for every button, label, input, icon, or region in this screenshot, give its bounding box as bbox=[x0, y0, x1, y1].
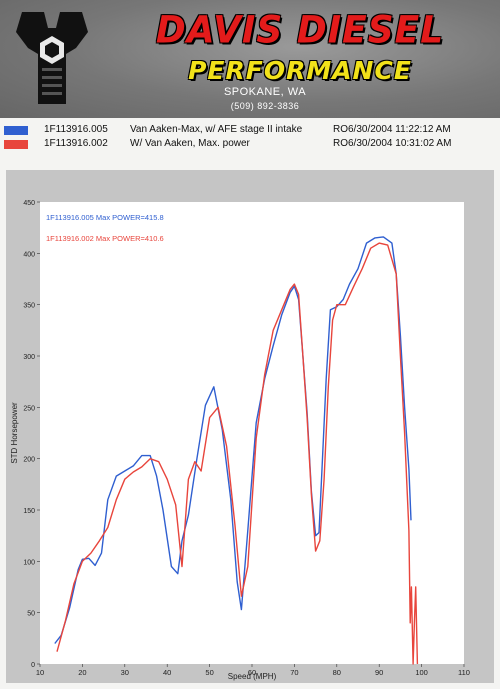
run-id: 1F113916.002 bbox=[44, 138, 108, 149]
x-tick-label: 10 bbox=[36, 668, 44, 677]
plot-area bbox=[40, 202, 464, 664]
y-tick-label: 400 bbox=[23, 251, 35, 258]
run-row: 1F113916.005 Van Aaken-Max, w/ AFE stage… bbox=[0, 124, 500, 138]
run-description: Van Aaken-Max, w/ AFE stage II intake bbox=[130, 124, 303, 135]
letterhead: DAVIS DIESEL PERFORMANCE SPOKANE, WA (50… bbox=[0, 0, 500, 118]
y-tick-label: 350 bbox=[23, 303, 35, 310]
max-power-annotation: 1F113916.005 Max POWER=415.8 bbox=[46, 213, 164, 222]
run-color-swatch bbox=[4, 126, 28, 135]
x-tick-label: 50 bbox=[205, 668, 213, 677]
y-tick-label: 100 bbox=[23, 559, 35, 566]
y-tick-label: 200 bbox=[23, 457, 35, 464]
chart-panel: 0 50 100 150 200 250 300 350 400 450 10 20 30 40 50 60… bbox=[6, 170, 494, 683]
run-date: 6/30/2004 11:22:12 AM bbox=[348, 124, 451, 135]
wrench-bolt-logo-icon bbox=[16, 12, 88, 104]
x-tick-label: 110 bbox=[458, 668, 470, 677]
y-tick-label: 50 bbox=[27, 611, 35, 618]
run-description: W/ Van Aaken, Max. power bbox=[130, 138, 250, 149]
dyno-chart: 0 50 100 150 200 250 300 350 400 450 10 20 30 40 50 60… bbox=[10, 200, 470, 681]
run-row: 1F113916.002 W/ Van Aaken, Max. power RO… bbox=[0, 138, 500, 152]
series-line-1 bbox=[54, 236, 412, 644]
series-line-2 bbox=[56, 242, 419, 665]
shop-phone: (509) 892-3836 bbox=[230, 101, 300, 111]
x-axis-label: Speed (MPH) bbox=[228, 672, 277, 681]
shop-city: SPOKANE, WA bbox=[223, 86, 307, 98]
brand-name: DAVIS DIESEL bbox=[155, 8, 445, 53]
x-tick-label: 60 bbox=[248, 668, 256, 677]
x-tick-label: 80 bbox=[333, 668, 341, 677]
run-legend: 1F113916.005 Van Aaken-Max, w/ AFE stage… bbox=[0, 124, 500, 156]
x-tick-label: 40 bbox=[163, 668, 171, 677]
y-tick-label: 150 bbox=[23, 508, 35, 515]
run-ro: RO bbox=[333, 124, 348, 135]
y-tick-label: 250 bbox=[23, 405, 35, 412]
x-tick-label: 100 bbox=[415, 668, 428, 677]
max-power-annotation: 1F113916.002 Max POWER=410.6 bbox=[46, 234, 164, 243]
x-tick-label: 90 bbox=[375, 668, 383, 677]
x-tick-label: 30 bbox=[121, 668, 129, 677]
run-color-swatch bbox=[4, 140, 28, 149]
run-date: 6/30/2004 10:31:02 AM bbox=[348, 138, 452, 149]
x-tick-label: 20 bbox=[78, 668, 86, 677]
run-ro: RO bbox=[333, 138, 348, 149]
run-id: 1F113916.005 bbox=[44, 124, 108, 135]
y-tick-label: 450 bbox=[23, 200, 35, 207]
x-tick-label: 70 bbox=[290, 668, 298, 677]
y-tick-label: 0 bbox=[31, 662, 35, 669]
brand-subtitle: PERFORMANCE bbox=[188, 56, 412, 85]
y-tick-label: 300 bbox=[23, 354, 35, 361]
y-axis-label: STD Horsepower bbox=[10, 402, 19, 464]
